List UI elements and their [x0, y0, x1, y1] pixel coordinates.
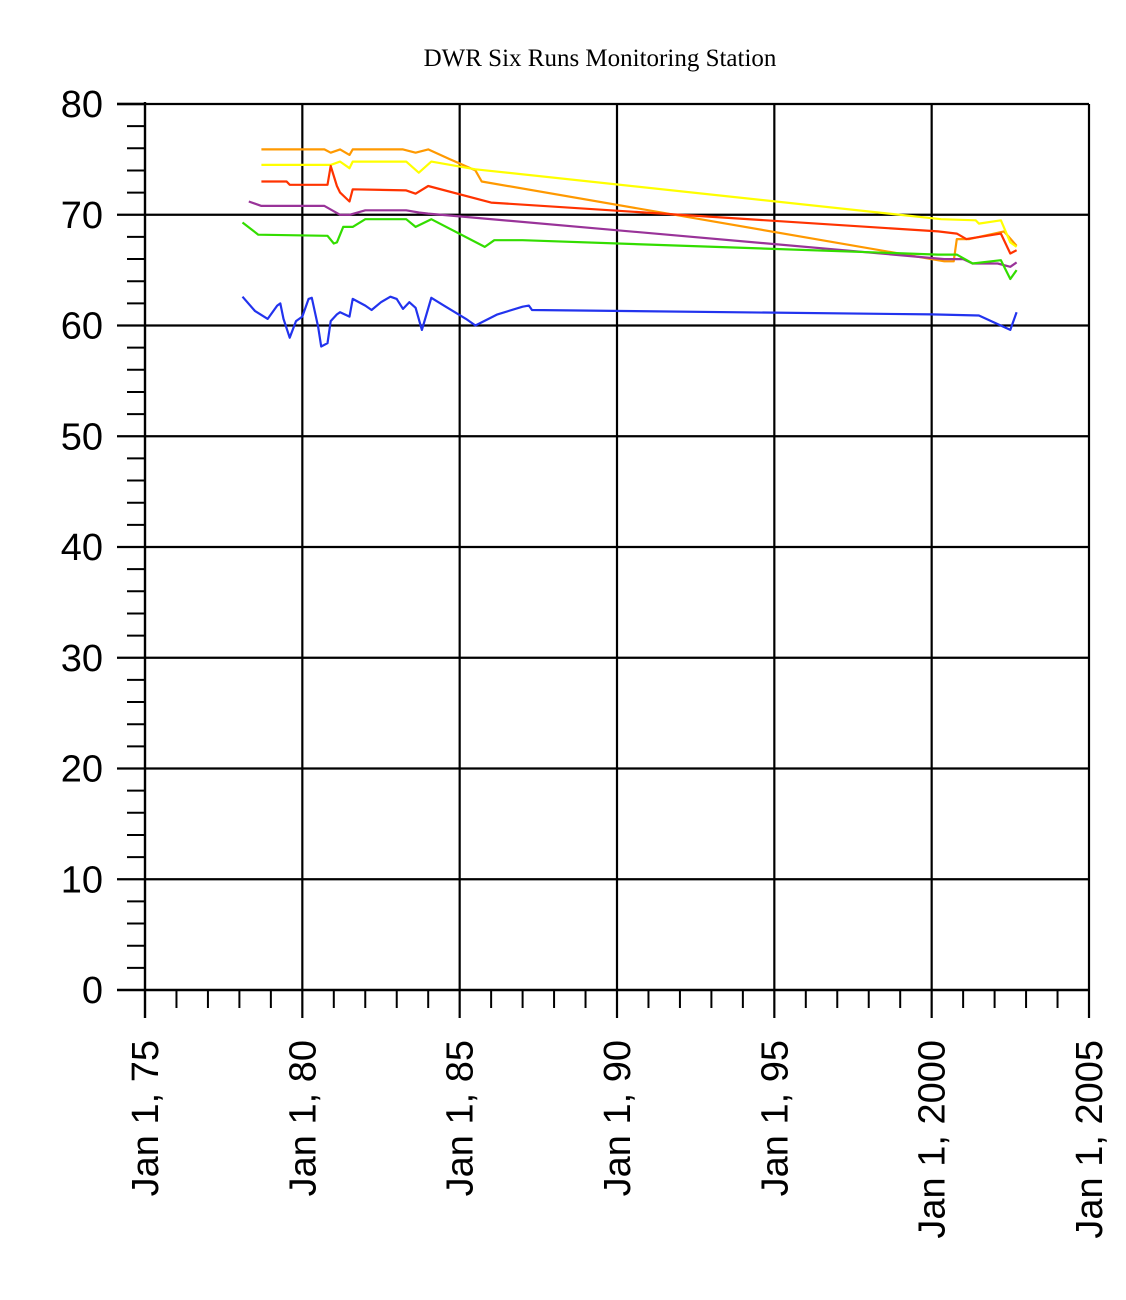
- grid-lines: [117, 102, 1091, 1018]
- x-tick-label: Jan 1, 2000: [912, 1040, 954, 1239]
- series-line-4: [248, 200, 1018, 268]
- x-tick-label: Jan 1, 2005: [1069, 1040, 1111, 1239]
- series-line-1: [261, 148, 1018, 263]
- y-axis-tick-labels: 0 10 20 30 40 50 60 70 80: [61, 84, 103, 1012]
- y-tick-label: 20: [61, 749, 103, 791]
- series-lines: [241, 148, 1018, 348]
- x-axis-tick-labels: Jan 1, 75 Jan 1, 80 Jan 1, 85 Jan 1, 90 Jan …: [125, 1040, 1111, 1239]
- x-tick-label: Jan 1, 80: [282, 1040, 324, 1196]
- y-tick-label: 50: [61, 416, 103, 458]
- y-tick-label: 30: [61, 638, 103, 680]
- y-tick-label: 60: [61, 306, 103, 348]
- x-tick-label: Jan 1, 90: [597, 1040, 639, 1196]
- x-tick-label: Jan 1, 85: [440, 1040, 482, 1196]
- y-tick-label: 0: [82, 970, 103, 1012]
- y-tick-label: 70: [61, 195, 103, 237]
- series-line-6: [241, 295, 1018, 348]
- series-line-3: [261, 164, 1018, 255]
- series-line-2: [261, 160, 1018, 248]
- y-tick-label: 10: [61, 859, 103, 901]
- minor-ticks: [127, 125, 1059, 1008]
- chart-title: DWR Six Runs Monitoring Station: [424, 45, 777, 72]
- y-tick-label: 80: [61, 84, 103, 126]
- y-tick-label: 40: [61, 527, 103, 569]
- axes: [117, 102, 1089, 1018]
- series-line-5: [241, 218, 1018, 281]
- x-tick-label: Jan 1, 95: [754, 1040, 796, 1196]
- x-tick-label: Jan 1, 75: [125, 1040, 167, 1196]
